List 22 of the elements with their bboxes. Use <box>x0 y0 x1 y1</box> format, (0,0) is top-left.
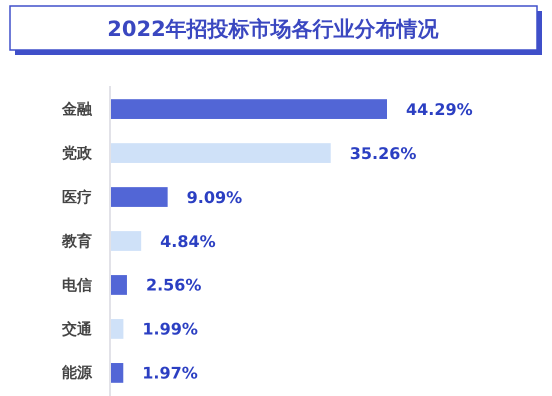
data-label: 2.56% <box>146 276 202 295</box>
y-tick-label: 交通 <box>61 320 93 338</box>
data-label: 1.97% <box>142 364 198 383</box>
y-tick-label: 金融 <box>61 100 93 118</box>
y-tick-label: 党政 <box>61 144 93 162</box>
y-tick-label: 能源 <box>62 364 93 382</box>
bar <box>111 143 331 163</box>
chart-title: 2022年招投标市场各行业分布情况 <box>107 17 440 41</box>
data-label: 9.09% <box>186 188 242 207</box>
bar <box>111 99 387 119</box>
bar <box>111 187 168 207</box>
y-tick-label: 教育 <box>61 232 92 250</box>
data-label: 35.26% <box>350 144 416 163</box>
data-label: 4.84% <box>160 232 216 251</box>
bar <box>111 363 124 383</box>
y-tick-label: 医疗 <box>62 188 92 206</box>
y-tick-label: 电信 <box>62 276 92 294</box>
data-label: 1.99% <box>142 320 198 339</box>
data-label: 44.29% <box>406 100 473 119</box>
bar <box>111 231 142 251</box>
bar <box>111 275 127 295</box>
bar <box>111 319 124 339</box>
